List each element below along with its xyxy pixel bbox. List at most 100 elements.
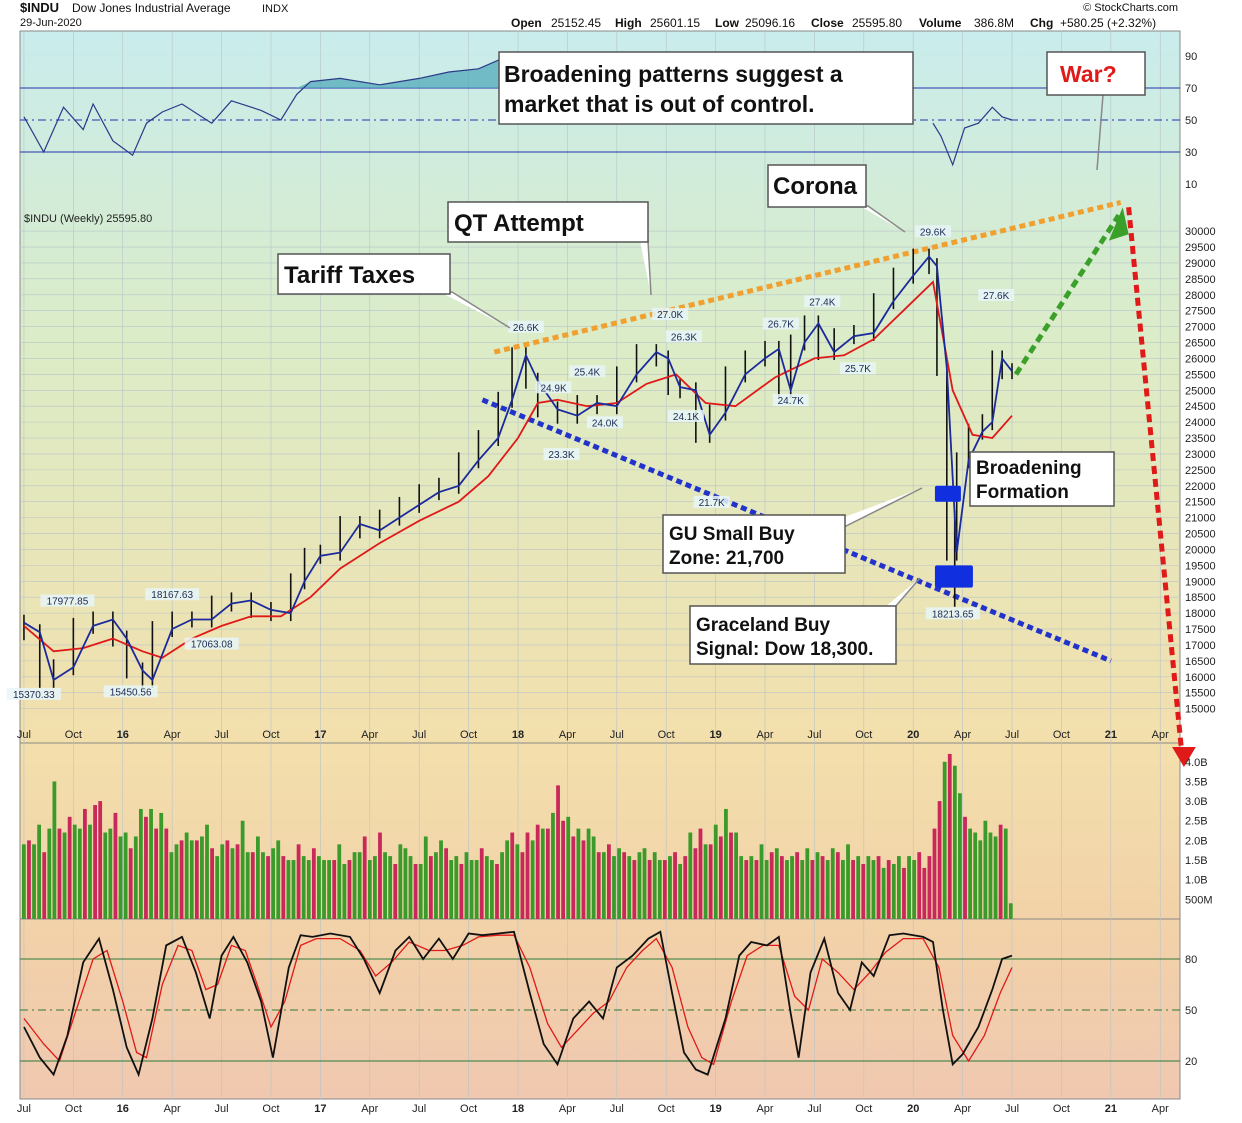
volume-bar (535, 824, 540, 919)
volume-bar (189, 840, 194, 919)
rsi-tick-label: 10 (1185, 179, 1197, 191)
volume-bar (759, 844, 764, 919)
x-tick-label: 19 (709, 1103, 721, 1115)
watermark: © StockCharts.com (1083, 2, 1178, 14)
volume-bar (968, 828, 973, 919)
callout-broadening-line-2: market that is out of control. (504, 91, 815, 117)
volume-bar (917, 852, 922, 919)
forecast-up-arrowhead (1108, 207, 1129, 241)
volume-bar (113, 812, 118, 919)
volume-bar (281, 856, 286, 919)
callout-qt-text: QT Attempt (454, 210, 584, 237)
volume-bar (937, 801, 942, 919)
swing-label: 21.7K (699, 498, 725, 509)
volume-bar (678, 863, 683, 919)
price-tick-label: 16000 (1185, 672, 1216, 684)
swing-label-bg (925, 607, 980, 620)
volume-bar (495, 863, 499, 919)
volume-bar (398, 844, 403, 919)
price-tick-label: 19500 (1185, 560, 1216, 572)
volume-bar (118, 836, 123, 919)
volume-bar (754, 860, 759, 919)
volume-bar (744, 860, 749, 919)
volume-bar (200, 836, 204, 919)
swing-label-bg (184, 637, 239, 650)
stoch-tick-label: 20 (1185, 1056, 1197, 1068)
volume-bar (561, 820, 566, 919)
x-tick-label: Jul (215, 729, 229, 741)
volume-bar (261, 852, 265, 919)
price-tick-label: 24500 (1185, 401, 1216, 413)
x-tick-label: 18 (512, 1103, 524, 1115)
swing-label: 24.0K (592, 418, 618, 429)
volume-bar (642, 848, 647, 919)
low-value: 25096.16 (745, 16, 795, 30)
swing-label: 15450.56 (110, 687, 152, 698)
volume-bar (347, 860, 352, 919)
volume-bar (922, 867, 927, 919)
swing-label-bg (145, 588, 200, 601)
volume-bar (352, 852, 357, 919)
gu-buy-zone-marker (934, 485, 961, 502)
x-tick-label: 21 (1105, 729, 1117, 741)
forecast-up-arrow (1013, 213, 1121, 376)
volume-bar (474, 860, 479, 919)
volume-bar (978, 840, 983, 919)
volume-bar (973, 832, 978, 919)
swing-label-bg (665, 330, 702, 343)
volume-bar (556, 785, 560, 919)
volume-bar (825, 860, 830, 919)
x-tick-label: Oct (460, 1103, 477, 1115)
x-tick-label: Oct (658, 1103, 675, 1115)
price-tick-label: 18500 (1185, 592, 1216, 604)
swing-label-bg (839, 362, 876, 375)
volume-bar (413, 863, 418, 919)
volume-bar (815, 852, 820, 919)
volume-bar (490, 860, 494, 919)
volume-bar (779, 856, 784, 919)
volume-bar (159, 812, 164, 919)
volume-bar (718, 836, 723, 919)
volume-bar (408, 856, 413, 919)
volume-bar (769, 852, 774, 919)
x-tick-label: 19 (709, 729, 721, 741)
swing-label-bg (667, 409, 704, 422)
x-tick-label: 16 (117, 1103, 129, 1115)
volume-bar (830, 848, 835, 919)
swing-label-bg (507, 320, 544, 333)
volume-bar (703, 844, 708, 919)
volume-bar (255, 836, 260, 919)
volume-bar (963, 816, 967, 919)
callout-formation-line-1: Broadening (976, 458, 1082, 479)
price-tick-label: 15500 (1185, 688, 1216, 700)
volume-bar (586, 828, 591, 919)
swing-label-bg (103, 685, 158, 698)
volume-bar (902, 867, 906, 919)
swing-label-bg (569, 365, 606, 378)
price-tick-label: 19000 (1185, 576, 1216, 588)
callout-tariff-taxes: Tariff Taxes (277, 253, 511, 329)
volume-bar (785, 860, 789, 919)
volume-bar (184, 832, 189, 919)
x-tick-label: Apr (164, 1103, 181, 1115)
swing-label: 25.4K (574, 367, 600, 378)
volume-bar (866, 856, 871, 919)
volume-bar (662, 860, 667, 919)
swing-label: 17063.08 (191, 640, 233, 651)
volume-bar (576, 828, 581, 919)
volume-bar (220, 844, 225, 919)
swing-label-bg (914, 225, 951, 238)
volume-tick-label: 4.0B (1185, 757, 1208, 769)
open-value: 25152.45 (551, 16, 601, 30)
volume-bar (657, 860, 662, 919)
price-tick-label: 17500 (1185, 624, 1216, 636)
callout-broadening-formation: Broadening Formation (969, 451, 1115, 507)
volume-bar (571, 836, 576, 919)
x-tick-label: Jul (17, 1103, 31, 1115)
swing-label-bg (693, 495, 730, 508)
volume-bar (886, 860, 891, 919)
volume-bar (693, 848, 698, 919)
swing-label-bg (6, 687, 61, 700)
symbol: $INDU (20, 0, 59, 15)
volume-bar (276, 840, 281, 919)
